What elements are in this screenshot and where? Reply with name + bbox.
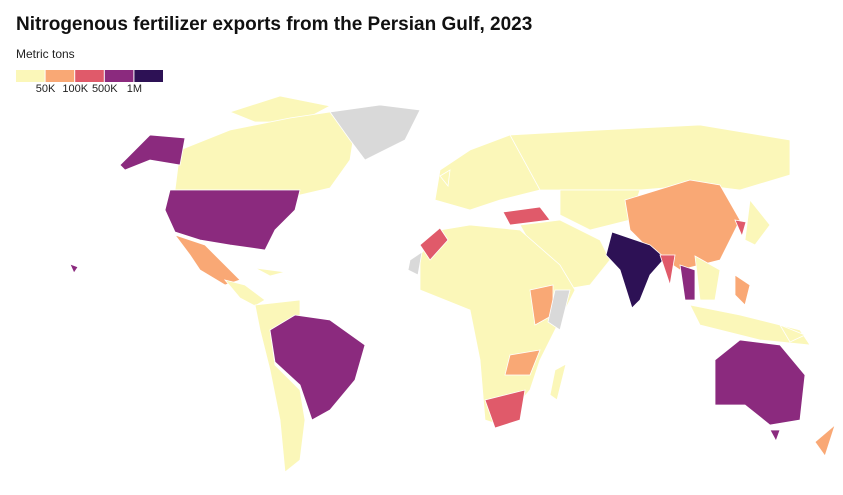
- no-data-area: [329, 104, 421, 161]
- country: [689, 304, 811, 346]
- country: [69, 263, 79, 274]
- country: [174, 111, 356, 196]
- country: [659, 254, 676, 286]
- legend-swatch: [134, 70, 163, 82]
- country: [679, 264, 696, 301]
- country: [779, 324, 807, 343]
- legend-label: 100K: [62, 83, 88, 95]
- country: [164, 189, 301, 251]
- legend-label: 500K: [92, 83, 118, 95]
- country: [254, 267, 286, 277]
- country: [734, 274, 751, 306]
- legend-label: 1M: [127, 83, 142, 95]
- country: [694, 255, 721, 301]
- no-data-area: [407, 251, 423, 276]
- country: [509, 124, 791, 191]
- legend-swatch: [16, 70, 45, 82]
- legend-swatch: [75, 70, 104, 82]
- country: [269, 314, 366, 421]
- country: [119, 134, 186, 171]
- country: [744, 199, 771, 246]
- country: [714, 339, 806, 426]
- country: [504, 349, 541, 376]
- country: [502, 206, 551, 226]
- country: [734, 219, 747, 238]
- country: [814, 423, 836, 457]
- country: [605, 231, 666, 309]
- country: [439, 169, 451, 187]
- country: [549, 363, 567, 401]
- map-title: Nitrogenous fertilizer exports from the …: [16, 14, 533, 35]
- country: [559, 189, 641, 231]
- legend-title: Metric tons: [16, 47, 75, 61]
- legend-label: 50K: [36, 83, 56, 95]
- country: [223, 279, 266, 307]
- country: [624, 179, 741, 271]
- country: [419, 227, 449, 261]
- legend-swatch: [45, 70, 75, 82]
- country: [769, 429, 781, 442]
- country: [484, 389, 526, 429]
- no-data-area: [547, 289, 571, 331]
- legend-swatch: [104, 70, 134, 82]
- countries: [69, 95, 836, 473]
- legend: 50K 100K 500K 1M: [16, 70, 163, 95]
- country: [419, 224, 576, 426]
